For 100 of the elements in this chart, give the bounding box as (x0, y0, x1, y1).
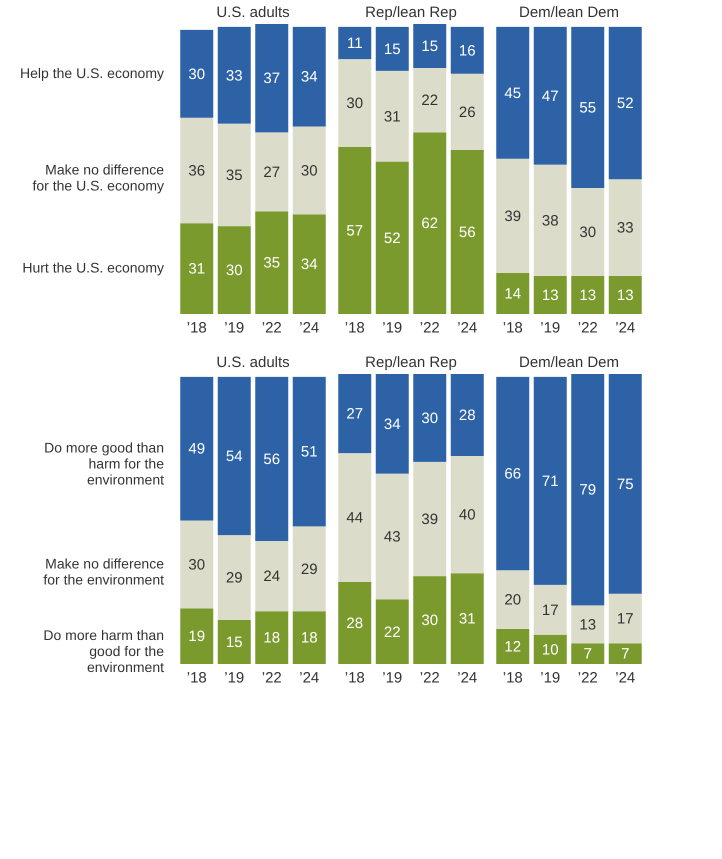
bar (376, 474, 409, 600)
data-label: 28 (346, 614, 364, 632)
x-tick-label: ’22 (420, 320, 440, 336)
data-label: 34 (384, 416, 401, 433)
x-tick-label: ’18 (502, 320, 523, 336)
data-label: 27 (263, 164, 280, 181)
data-label: 20 (504, 592, 522, 609)
bar (608, 594, 642, 644)
x-tick-label: ’24 (615, 320, 636, 336)
data-label: 62 (421, 215, 438, 232)
bar (413, 374, 446, 462)
x-tick-label: ’22 (578, 670, 598, 686)
x-tick-label: ’24 (299, 670, 320, 686)
data-label: 15 (421, 38, 438, 55)
data-label: 7 (584, 646, 592, 663)
data-label: 30 (579, 224, 596, 241)
data-label: 14 (504, 285, 522, 302)
bar (255, 376, 288, 541)
bar (534, 634, 567, 664)
data-label: 33 (616, 220, 634, 237)
x-tick-label: ’18 (186, 320, 207, 336)
bar (571, 276, 604, 314)
bar (450, 150, 484, 314)
data-label: 30 (226, 262, 243, 280)
x-tick-label: ’18 (502, 670, 523, 686)
bar (534, 376, 567, 585)
bar (255, 540, 288, 612)
data-label: 22 (421, 92, 438, 110)
chart-title: Dem/lean Dem (518, 4, 620, 21)
bar (180, 30, 214, 118)
data-label: 39 (421, 511, 438, 528)
bar (292, 126, 326, 214)
bar (292, 526, 326, 612)
bar (338, 453, 372, 582)
x-tick-label: ’19 (540, 670, 560, 686)
bar (413, 68, 446, 132)
data-label: 30 (346, 95, 364, 112)
bar (376, 162, 409, 314)
data-label: 56 (458, 224, 476, 241)
bar (338, 26, 372, 60)
data-label: 39 (504, 208, 522, 225)
bar (608, 643, 642, 664)
x-tick-label: ’18 (344, 320, 365, 336)
bar (571, 188, 604, 276)
bar (450, 74, 484, 150)
data-label: 22 (384, 624, 401, 641)
data-label: 29 (300, 560, 318, 578)
x-tick-label: ’22 (262, 670, 282, 686)
x-tick-label: ’19 (224, 670, 244, 686)
data-label: 12 (504, 638, 522, 656)
data-label: 35 (263, 254, 280, 272)
data-label: 38 (542, 212, 559, 230)
data-label: 13 (616, 286, 634, 304)
bar (413, 462, 446, 576)
bar (450, 374, 484, 456)
data-label: 49 (188, 440, 206, 458)
data-label: 31 (458, 610, 476, 628)
bar (255, 211, 288, 314)
series-label: Make no difference for the U.S. economy (32, 161, 164, 194)
data-label: 52 (384, 230, 401, 247)
bar (571, 26, 604, 188)
data-label: 52 (616, 95, 634, 112)
data-label: 13 (542, 286, 559, 304)
bar (534, 584, 567, 635)
chart-title: U.S. adults (216, 354, 290, 371)
bar (608, 276, 642, 314)
x-tick-label: ’22 (578, 320, 598, 336)
bar (180, 118, 214, 224)
bar (534, 276, 567, 314)
series-label: Do more harm than good for the environment (43, 627, 164, 676)
data-label: 28 (458, 407, 476, 424)
bar (376, 600, 409, 664)
bar (376, 26, 409, 71)
chart-title: U.S. adults (216, 4, 290, 21)
data-label: 29 (226, 570, 243, 587)
data-label: 15 (384, 40, 401, 58)
data-label: 30 (300, 162, 318, 180)
x-tick-label: ’24 (457, 320, 478, 336)
x-tick-label: ’19 (382, 670, 402, 686)
data-label: 30 (421, 410, 438, 427)
data-label: 18 (300, 630, 318, 647)
data-label: 75 (616, 476, 634, 493)
data-label: 34 (300, 68, 318, 86)
bar (496, 26, 530, 159)
bar (450, 26, 484, 74)
bar (496, 376, 530, 570)
data-label: 34 (300, 256, 318, 274)
data-label: 55 (579, 99, 596, 116)
bar (218, 124, 251, 226)
bar (608, 179, 642, 276)
bar (571, 605, 604, 644)
bar (608, 374, 642, 594)
data-label: 10 (542, 641, 559, 658)
data-label: 19 (188, 628, 206, 646)
data-label: 27 (346, 406, 364, 423)
bar (218, 535, 251, 620)
series-label: Hurt the U.S. economy (22, 260, 164, 276)
data-label: 66 (504, 466, 522, 483)
bar (608, 26, 642, 180)
bar (413, 132, 446, 314)
